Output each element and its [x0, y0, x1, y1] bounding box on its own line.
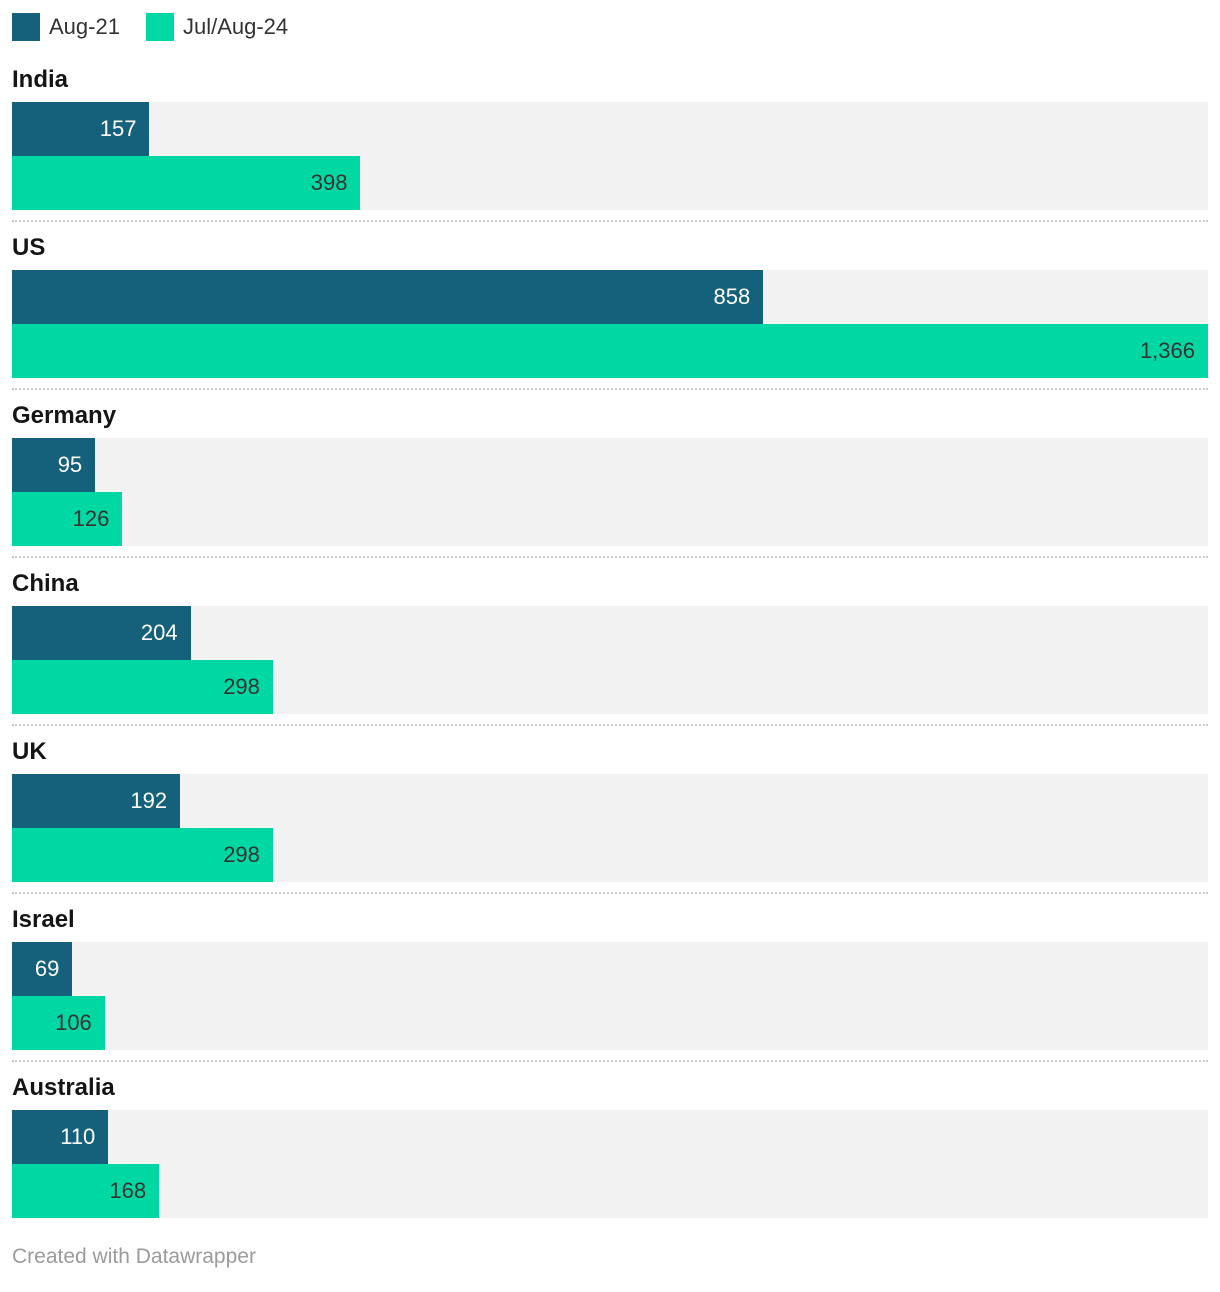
bar-track-julaug24: 126	[12, 492, 1208, 546]
legend-swatch-aug21	[12, 13, 40, 41]
country-label: Israel	[12, 906, 75, 933]
bar-track-aug21: 192	[12, 774, 1208, 828]
chart-footer: Created with Datawrapper	[12, 1244, 1208, 1270]
bar-track-aug21: 110	[12, 1110, 1208, 1164]
country-label: Germany	[12, 402, 117, 429]
bar-track-julaug24: 106	[12, 996, 1208, 1050]
datawrapper-attribution: Created with Datawrapper	[12, 1245, 256, 1268]
chart-legend: Aug-21 Jul/Aug-24	[12, 13, 1208, 41]
country-label: India	[12, 66, 69, 93]
country-row: Germany 95 126	[12, 403, 1208, 558]
bar-value-label-aug21: 204	[140, 620, 178, 645]
country-row: Australia 110 168	[12, 1075, 1208, 1218]
bar-value-label-julaug24: 298	[223, 842, 260, 867]
bar-track-aug21: 157	[12, 102, 1208, 156]
bar-value-label-aug21: 110	[60, 1124, 96, 1149]
country-label: Australia	[12, 1074, 115, 1101]
bar-aug21: 858	[12, 270, 764, 324]
bar-value-label-julaug24: 126	[72, 506, 110, 531]
bar-julaug24: 298	[12, 828, 273, 882]
bar-value-label-aug21: 157	[99, 116, 137, 141]
bar-aug21: 157	[12, 102, 150, 156]
bar-aug21: 69	[12, 942, 73, 996]
bar-value-label-julaug24: 398	[310, 170, 348, 195]
bar-value-label-julaug24: 298	[223, 674, 260, 699]
bar-julaug24: 298	[12, 660, 273, 714]
bar-julaug24: 106	[12, 996, 105, 1050]
bar-track-aug21: 204	[12, 606, 1208, 660]
country-label: China	[12, 570, 79, 597]
bar-track-aug21: 95	[12, 438, 1208, 492]
country-row: US 858 1,366	[12, 235, 1208, 390]
bar-aug21: 110	[12, 1110, 109, 1164]
bar-value-label-julaug24: 106	[55, 1010, 92, 1035]
country-row: China 204 298	[12, 571, 1208, 726]
bar-value-label-julaug24: 1,366	[1139, 338, 1195, 363]
legend-item-julaug24: Jul/Aug-24	[145, 13, 289, 41]
bar-track-julaug24: 298	[12, 828, 1208, 882]
bar-julaug24: 398	[12, 156, 361, 210]
bar-track-julaug24: 298	[12, 660, 1208, 714]
legend-label-julaug24: Jul/Aug-24	[182, 14, 289, 39]
legend-label-aug21: Aug-21	[49, 14, 120, 39]
legend-item-aug21: Aug-21	[12, 13, 120, 41]
bar-value-label-julaug24: 168	[109, 1178, 147, 1203]
bar-track-julaug24: 398	[12, 156, 1208, 210]
bar-value-label-aug21: 69	[34, 956, 60, 981]
bar-aug21: 95	[12, 438, 96, 492]
country-row: India 157 398	[12, 67, 1208, 222]
bar-value-label-aug21: 192	[130, 788, 168, 813]
bar-track-aug21: 858	[12, 270, 1208, 324]
country-label: US	[12, 234, 46, 261]
bar-julaug24: 1,366	[12, 324, 1208, 378]
bar-value-label-aug21: 95	[57, 452, 83, 477]
bar-track-julaug24: 168	[12, 1164, 1208, 1218]
chart-rows: India 157 398 US 858 1,366 Germany	[12, 67, 1208, 1218]
bar-julaug24: 168	[12, 1164, 160, 1218]
bar-aug21: 204	[12, 606, 191, 660]
bar-track-aug21: 69	[12, 942, 1208, 996]
country-row: UK 192 298	[12, 739, 1208, 894]
country-label: UK	[12, 738, 47, 765]
country-row: Israel 69 106	[12, 907, 1208, 1062]
bar-aug21: 192	[12, 774, 181, 828]
bar-track-julaug24: 1,366	[12, 324, 1208, 378]
legend-swatch-julaug24	[145, 13, 174, 41]
bar-julaug24: 126	[12, 492, 123, 546]
bar-value-label-aug21: 858	[713, 284, 751, 309]
